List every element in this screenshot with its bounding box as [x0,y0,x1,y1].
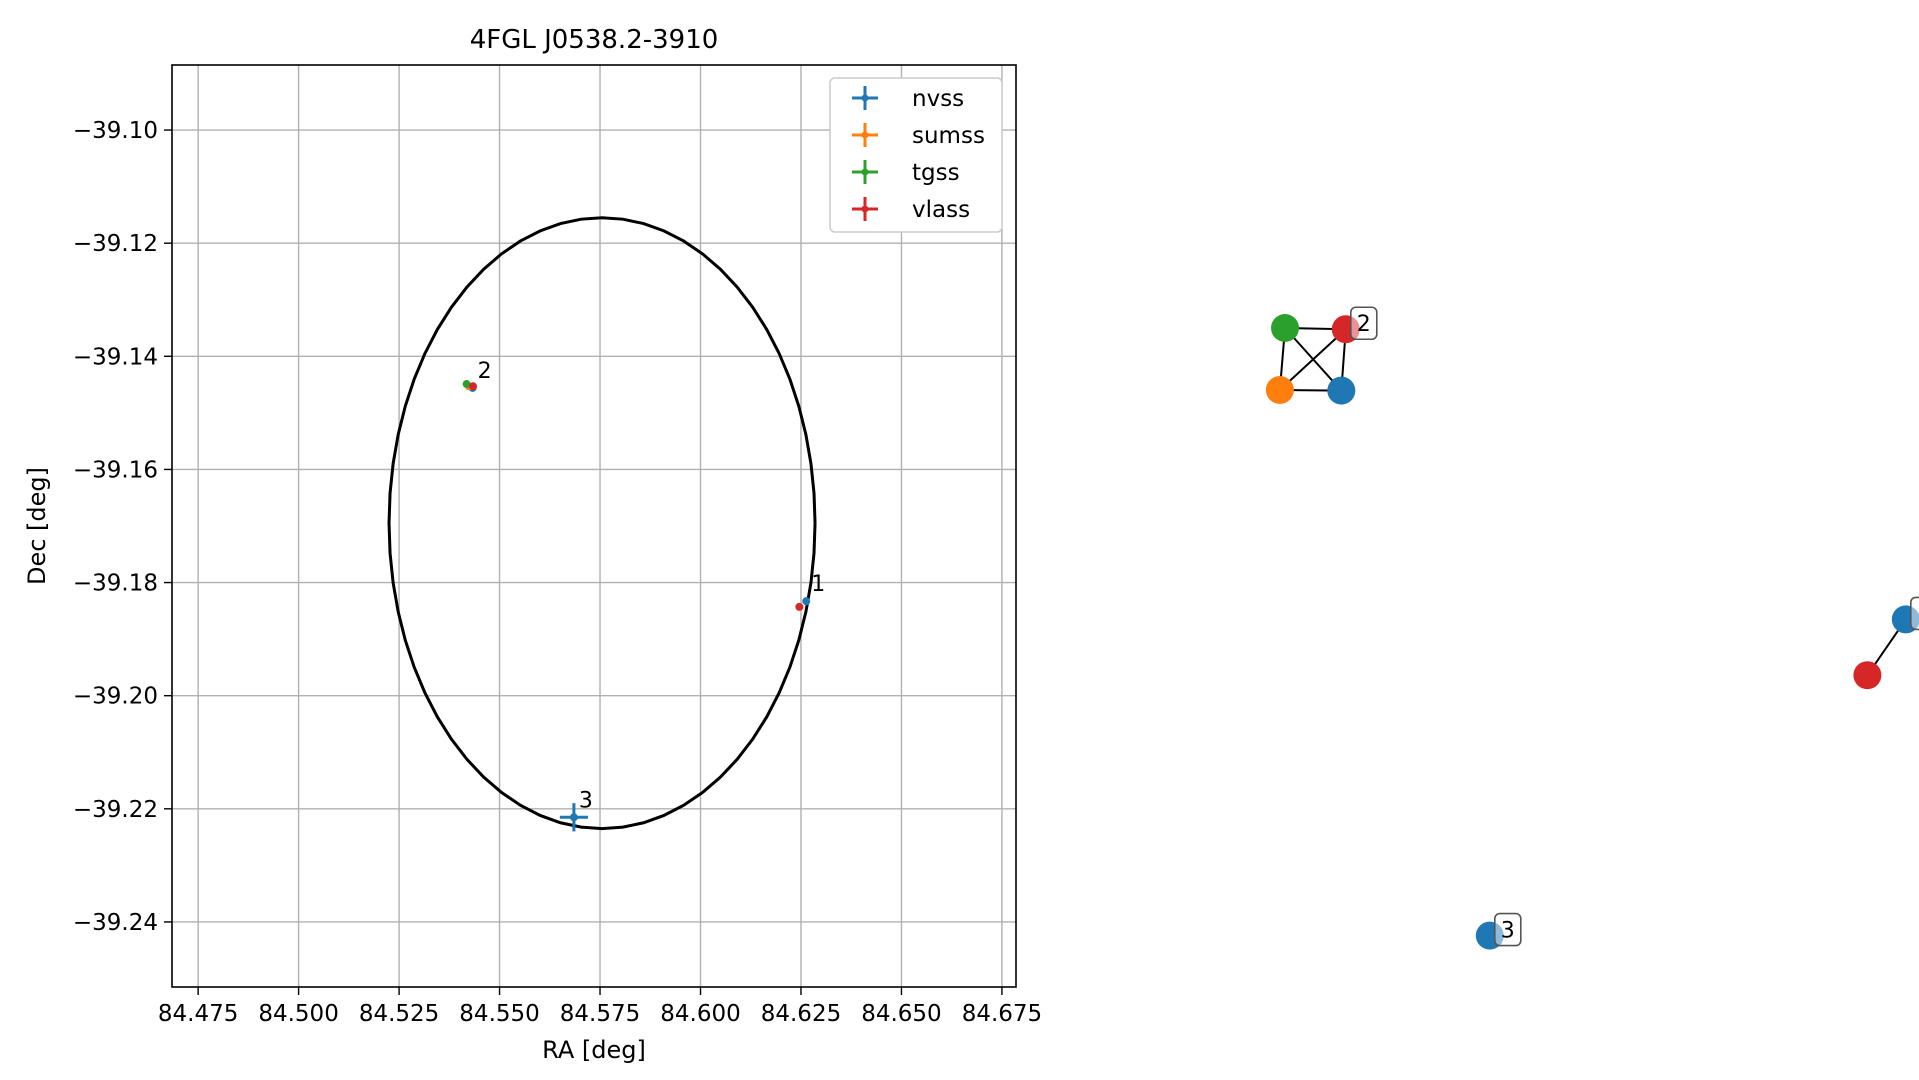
x-tick-label: 84.625 [761,1001,841,1027]
sky-position-chart: 4FGL J0538.2-3910 84.475 84.500 84.525 84.5… [23,25,1042,1064]
network-labels: 1 2 3 [1350,306,1919,947]
y-tick-label: −39.18 [73,571,158,597]
network-nodes [1265,314,1919,950]
grid [172,65,1016,987]
x-tick-label: 84.550 [459,1001,539,1027]
data-point-tgss [462,380,471,389]
x-tick-label: 84.675 [962,1001,1042,1027]
legend-label: sumss [912,123,985,149]
annotation-label: 2 [478,359,492,384]
network-label-box [1350,306,1378,341]
network-label-text: 3 [1501,919,1515,944]
node-nvss [1327,376,1356,405]
y-tick-label: −39.24 [73,910,158,936]
annotation-label: 1 [811,572,825,597]
crossmatch-network: 1 2 3 [1265,306,1919,950]
axes-frame [171,64,1017,988]
legend-marker-dot [861,205,869,213]
marker [462,380,471,389]
y-tick-label: −39.16 [73,457,158,483]
node-sumss [1265,376,1294,404]
y-tick-label: −39.22 [73,797,158,823]
legend-entry-sumss: sumss [852,123,985,149]
data-point-vlass [469,382,478,391]
y-tick-label: −39.12 [73,231,158,257]
legend-box [829,77,1003,233]
source-points [462,380,811,832]
marker [795,602,804,611]
annotation-label: 3 [579,788,593,813]
legend: nvss sumss tgss vlass [829,77,1003,233]
localization-ellipse [387,216,817,831]
y-axis-ticks: −39.10 −39.12 −39.14 −39.16 −39.18 −39.20 −39.… [73,118,172,936]
legend-marker-dot [861,131,869,139]
data-point-nvss [559,803,588,832]
legend-label: tgss [912,160,960,186]
node-vlass [1853,661,1882,690]
y-tick-label: −39.14 [73,344,158,370]
legend-entry-vlass: vlass [852,197,970,223]
legend-marker-dot [861,168,869,176]
x-tick-label: 84.600 [660,1001,740,1027]
marker [802,597,811,606]
x-tick-label: 84.575 [560,1001,640,1027]
x-tick-label: 84.475 [158,1001,238,1027]
source-annotations: 1 2 3 [478,359,826,813]
network-edge [1279,328,1347,391]
y-axis-label: Dec [deg] [23,467,51,585]
network-label-text: 2 [1357,312,1371,337]
legend-label: vlass [912,197,970,223]
network-label-box [1494,912,1522,947]
x-tick-label: 84.525 [359,1001,439,1027]
network-edges [1278,327,1907,676]
network-label: 1 [1910,596,1919,631]
legend-entry-tgss: tgss [852,160,960,186]
node-tgss [1271,314,1299,342]
y-tick-label: −39.20 [73,684,158,710]
data-point-vlass [795,602,804,611]
network-label: 2 [1350,306,1378,341]
x-axis-label: RA [deg] [542,1036,646,1064]
legend-marker-dot [861,94,869,102]
y-tick-label: −39.10 [73,118,158,144]
chart-title: 4FGL J0538.2-3910 [470,25,719,55]
x-tick-label: 84.650 [861,1001,941,1027]
x-axis-ticks: 84.475 84.500 84.525 84.550 84.575 84.600 84.6… [158,987,1042,1027]
marker [569,813,578,822]
network-label: 3 [1494,912,1522,947]
network-label-text: 1 [1917,602,1919,627]
network-label-box [1910,596,1919,631]
legend-label: nvss [912,86,964,112]
data-point-nvss [802,597,811,606]
x-tick-label: 84.500 [258,1001,338,1027]
marker [469,382,478,391]
legend-entry-nvss: nvss [852,86,964,112]
